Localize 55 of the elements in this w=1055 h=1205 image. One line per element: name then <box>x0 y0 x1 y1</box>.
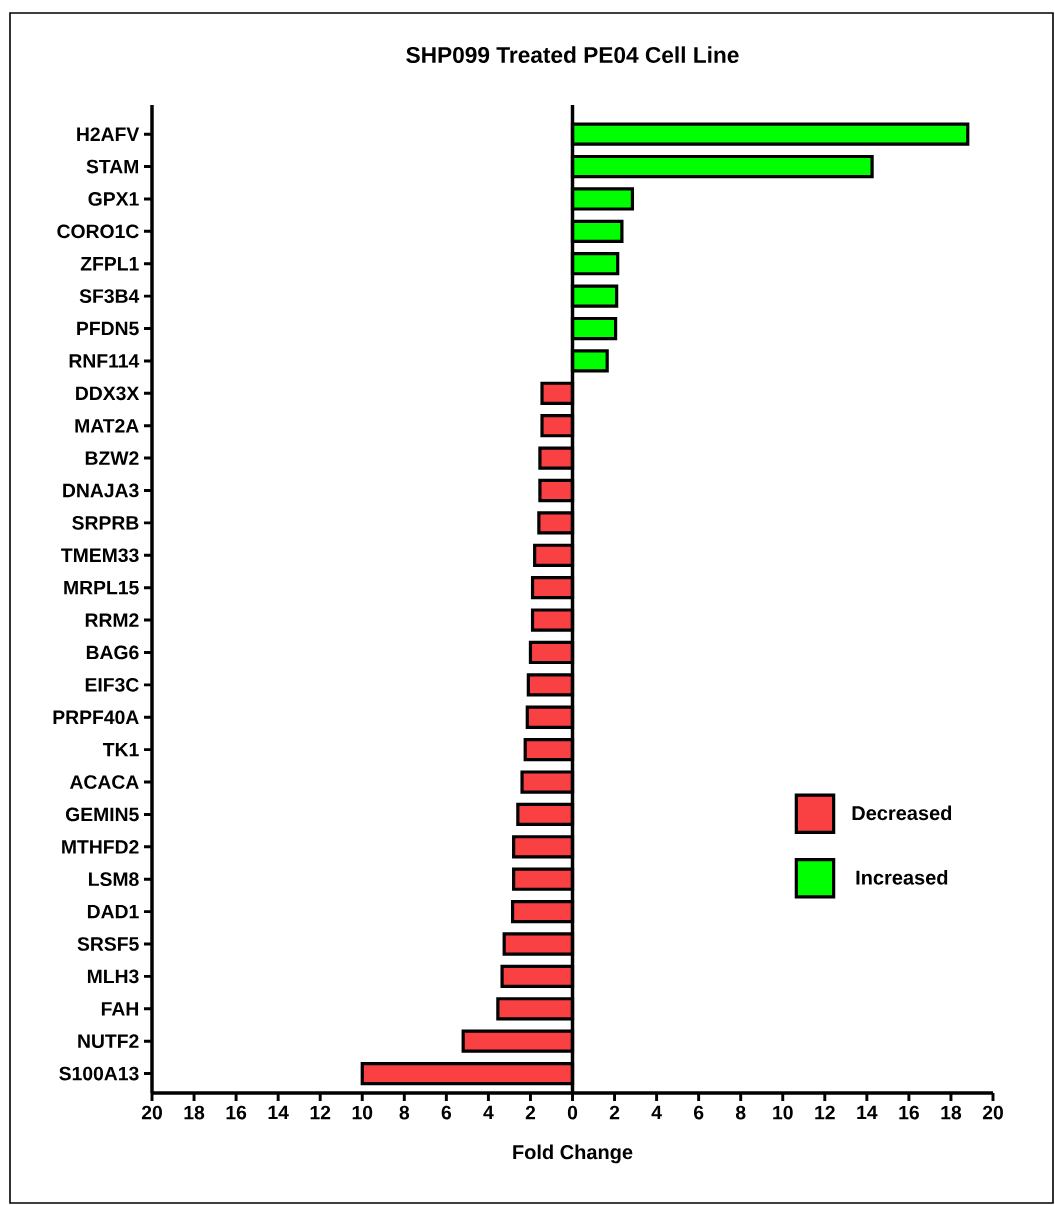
y-tick-label: SRSF5 <box>77 937 139 951</box>
x-tick-label: 14 <box>857 1105 878 1120</box>
y-tick-label: PFDN5 <box>77 321 139 336</box>
chart-title: SHP099 Treated PE04 Cell Line <box>406 46 739 63</box>
y-tick-label: SRPRB <box>72 516 139 530</box>
x-tick-label: 14 <box>268 1105 289 1120</box>
y-tick-label: DDX3X <box>76 386 140 401</box>
y-tick-label: MAT2A <box>75 418 139 433</box>
x-tick-label: 20 <box>982 1105 1003 1120</box>
y-tick-label: FAH <box>101 1002 138 1016</box>
x-tick-label: 16 <box>899 1105 919 1120</box>
y-tick-label: EIF3C <box>85 677 139 692</box>
y-tick-label: DAD1 <box>87 904 139 919</box>
x-tick-label: 10 <box>352 1105 373 1120</box>
y-tick-label: TK1 <box>102 742 139 757</box>
y-tick-label: STAM <box>86 159 139 174</box>
y-tick-label: MRPL15 <box>64 580 139 595</box>
x-tick-label: 6 <box>693 1105 704 1120</box>
x-tick-label: 4 <box>651 1105 662 1120</box>
x-tick-label: 0 <box>567 1105 578 1120</box>
x-tick-label: 6 <box>441 1105 452 1120</box>
y-tick-label: NUTF2 <box>78 1034 139 1049</box>
y-tick-label: PRPF40A <box>53 710 139 725</box>
x-tick-label: 8 <box>399 1105 410 1120</box>
y-tick-label: GEMIN5 <box>65 807 139 822</box>
y-tick-label: TMEM33 <box>61 548 139 563</box>
x-tick-label: 4 <box>483 1105 494 1120</box>
y-tick-label: MLH3 <box>87 969 139 984</box>
y-tick-label: BZW2 <box>85 451 139 465</box>
y-tick-label: GPX1 <box>88 192 139 206</box>
x-tick-label: 16 <box>226 1105 247 1120</box>
y-tick-label: S100A13 <box>59 1066 139 1081</box>
y-tick-label: ACACA <box>69 775 139 789</box>
x-tick-label: 12 <box>310 1105 331 1120</box>
y-tick-label: RRM2 <box>85 613 139 627</box>
y-tick-label: MTHFD2 <box>62 840 139 854</box>
x-tick-label: 18 <box>941 1105 962 1120</box>
y-tick-label: BAG6 <box>86 645 139 660</box>
x-tick-label: 10 <box>773 1105 793 1120</box>
x-tick-label: 20 <box>141 1105 162 1120</box>
y-tick-label: SF3B4 <box>79 289 140 303</box>
x-tick-label: 12 <box>815 1105 835 1120</box>
y-tick-label: H2AFV <box>77 127 140 141</box>
y-tick-label: RNF114 <box>69 354 140 368</box>
y-tick-label: ZFPL1 <box>80 257 139 271</box>
y-tick-label: CORO1C <box>57 224 139 239</box>
x-axis-title: Fold Change <box>513 1144 633 1164</box>
x-tick-label: 2 <box>609 1105 620 1120</box>
y-tick-label: LSM8 <box>89 872 139 887</box>
x-tick-label: 2 <box>525 1105 536 1120</box>
legend-label: Decreased <box>852 805 952 821</box>
x-tick-label: 18 <box>184 1105 205 1120</box>
y-tick-label: DNAJA3 <box>63 483 139 498</box>
x-tick-label: 8 <box>735 1105 746 1120</box>
legend-label: Increased <box>856 870 948 885</box>
